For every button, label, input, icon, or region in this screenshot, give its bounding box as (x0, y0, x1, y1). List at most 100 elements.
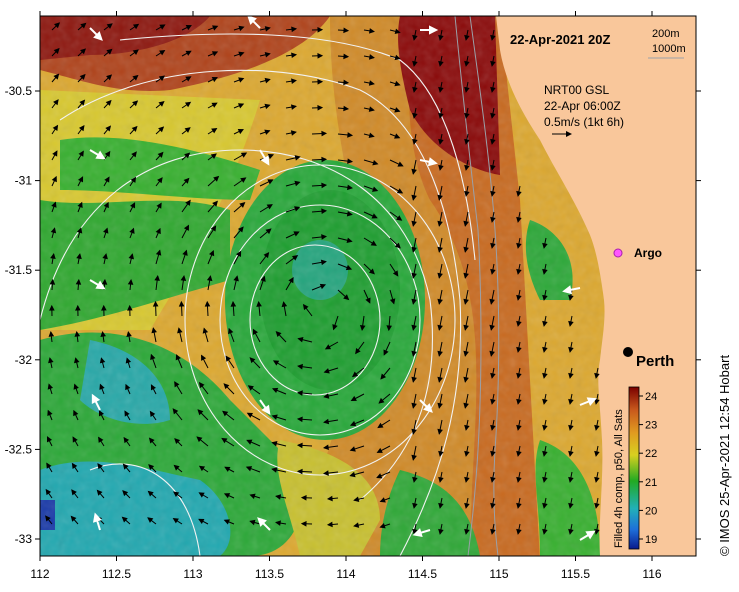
current-arrow-head (198, 492, 205, 498)
current-arrow-head (323, 444, 329, 451)
current-arrow-head (321, 182, 328, 189)
current-arrow-head (343, 105, 350, 112)
current-arrow-head (158, 126, 165, 133)
current-arrow-head (359, 325, 366, 331)
current-arrow-head (594, 450, 600, 457)
current-arrow-head (264, 52, 271, 58)
current-arrow-head (271, 387, 279, 394)
current-arrow-head (411, 350, 417, 357)
current-arrow-head (464, 86, 470, 93)
current-arrow-head (412, 502, 418, 509)
current-arrow-head (121, 516, 128, 523)
current-arrow-head (394, 242, 401, 249)
current-arrow-head (376, 447, 383, 453)
current-arrow-head (158, 75, 166, 82)
argo-marker: Argo (613, 246, 662, 260)
current-arrow-head (411, 402, 417, 409)
current-arrow-head (594, 476, 600, 483)
lon-tick-label: 113 (183, 567, 202, 581)
current-arrow-head (542, 502, 548, 509)
current-arrow-head (211, 128, 218, 134)
current-arrow-head (438, 528, 444, 535)
contour-open-4 (89, 463, 201, 556)
contour-ring-1 (249, 244, 381, 396)
current-arrow-head (223, 383, 230, 390)
current-arrow-head (103, 201, 109, 209)
current-arrow-head (100, 331, 106, 337)
model-label: NRT00 GSL (544, 83, 609, 97)
current-arrow-head (464, 424, 470, 431)
current-arrow-head (568, 502, 574, 509)
current-arrow-head (542, 346, 548, 353)
current-arrow-head (211, 102, 218, 108)
current-arrow-head (96, 489, 103, 496)
current-arrow-head (75, 304, 81, 311)
current-arrow-head (490, 86, 496, 93)
current-arrow-head (355, 348, 361, 355)
current-arrow-head (438, 60, 444, 67)
current-arrow-head (490, 398, 496, 405)
current-arrow-head (105, 125, 112, 132)
current-arrow-head (132, 74, 139, 81)
current-arrow-head (155, 227, 161, 235)
current-arrow-head (154, 274, 160, 281)
model-arrow-head (261, 404, 271, 415)
current-arrow-head (211, 51, 219, 57)
current-arrow-head (594, 424, 600, 431)
current-arrow-head (247, 385, 254, 391)
current-arrow-head (238, 51, 245, 57)
current-arrow-head (230, 300, 237, 307)
colorbar-tick-label: 23 (645, 420, 657, 432)
current-arrow-head (351, 371, 359, 378)
current-arrow-head (71, 462, 78, 469)
current-arrow-head (237, 226, 244, 233)
current-arrow-head (323, 368, 330, 374)
current-arrow-head (490, 60, 496, 67)
current-arrow-head (177, 327, 183, 334)
current-arrow-head (256, 300, 262, 307)
current-arrow-head (464, 502, 470, 509)
current-arrow-head (542, 372, 548, 379)
current-arrow-head (53, 99, 59, 106)
current-arrow-head (397, 161, 404, 167)
current-arrow-head (343, 294, 350, 301)
current-arrow-head (204, 300, 211, 307)
colorbar-tick-label: 22 (645, 448, 657, 460)
current-arrow-head (463, 376, 469, 383)
current-arrow-head (294, 155, 301, 161)
model-arrow-head (562, 285, 573, 295)
current-arrow-head (368, 268, 375, 275)
current-arrow-head (263, 252, 270, 259)
current-arrow-head (437, 428, 443, 435)
current-arrow-head (516, 190, 522, 197)
current-arrow-head (542, 268, 548, 275)
model-arrow-head (423, 403, 433, 413)
current-arrow-head (73, 383, 79, 390)
current-arrow-head (151, 327, 157, 334)
sea-level-contours (40, 33, 476, 556)
current-arrow-head (437, 220, 443, 227)
current-arrow-head (127, 278, 134, 285)
current-arrow-head (281, 301, 288, 308)
current-arrow-head (345, 264, 353, 271)
current-arrow-head (568, 372, 574, 379)
current-arrow-head (80, 48, 87, 55)
argo-label: Argo (634, 246, 662, 260)
current-arrow-head (300, 520, 307, 527)
current-arrow-head (377, 422, 384, 429)
perth-label: Perth (636, 353, 674, 370)
current-arrow-head (265, 228, 272, 235)
current-arrow-head (123, 436, 130, 444)
current-arrow-head (542, 320, 548, 327)
current-arrow-head (73, 409, 79, 417)
lat-tick-label: -30.5 (5, 84, 33, 98)
current-arrow-head (128, 253, 135, 260)
current-arrow-head (260, 275, 266, 282)
current-arrow-head (296, 390, 303, 396)
current-arrow-head (437, 272, 443, 279)
current-arrow-head (322, 470, 329, 476)
lon-tick-label: 114.5 (408, 567, 437, 581)
current-arrow-head (99, 383, 105, 390)
current-arrow-head (516, 502, 522, 509)
current-arrow-head (45, 488, 52, 496)
